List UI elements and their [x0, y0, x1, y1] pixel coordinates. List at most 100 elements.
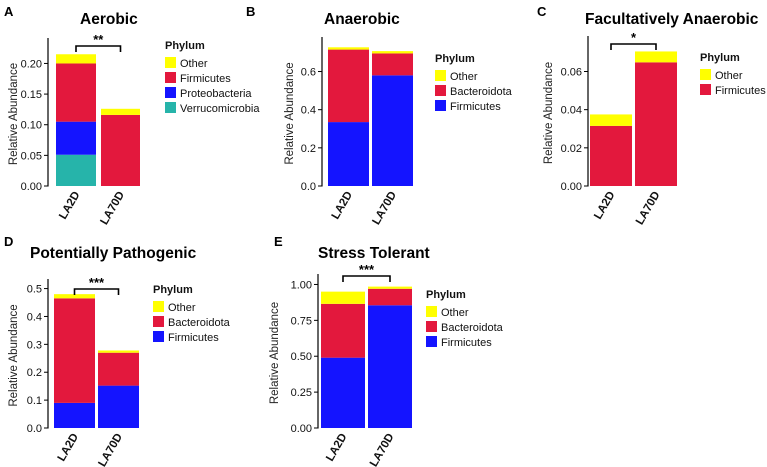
legend-swatch-other — [165, 57, 176, 68]
y-tick-label: 0.04 — [561, 105, 582, 117]
legend: Phylum Other Firmicutes — [700, 52, 766, 97]
legend-label-proteobacteria: Proteobacteria — [180, 88, 252, 100]
y-tick-label: 0.6 — [301, 67, 316, 79]
y-tick-label: 1.00 — [291, 279, 312, 291]
bar-segment-firmicutes-la2d — [56, 63, 96, 122]
legend-label-other: Other — [450, 71, 478, 83]
panel-letter: D — [4, 234, 13, 249]
legend-label-other: Other — [180, 58, 208, 70]
x-tick-label: LA70D — [96, 432, 125, 467]
panel-letter: C — [537, 4, 547, 19]
legend-swatch-firmicutes — [700, 84, 711, 95]
bar-segment-bacteroidota-la2d — [321, 303, 365, 358]
x-tick-label: LA2D — [592, 190, 617, 222]
legend-swatch-firmicutes — [435, 100, 446, 111]
bar-segment-firmicutes-la2d — [321, 357, 365, 428]
legend-swatch-firmicutes — [153, 331, 164, 342]
bar-segment-bacteroidota-la70d — [368, 288, 412, 306]
bar-segment-other-la2d — [321, 291, 365, 304]
y-tick-label: 0.00 — [21, 181, 42, 193]
legend-label-bacteroidota: Bacteroidota — [441, 322, 504, 334]
legend-swatch-firmicutes — [165, 72, 176, 83]
panel-letter: A — [4, 4, 14, 19]
chart-title: Aerobic — [80, 11, 138, 28]
legend-swatch-bacteroidota — [153, 316, 164, 327]
y-tick-label: 0.06 — [561, 66, 582, 78]
x-tick-label: LA2D — [330, 190, 355, 222]
bar-segment-other-la70d — [372, 51, 413, 54]
legend-label-firmicutes: Firmicutes — [441, 337, 492, 349]
y-tick-label: 0.15 — [21, 89, 42, 101]
significance-label: *** — [359, 262, 375, 277]
legend-label-other: Other — [441, 307, 469, 319]
bar-segment-firmicutes-la70d — [635, 62, 677, 187]
legend-label-bacteroidota: Bacteroidota — [450, 86, 513, 98]
legend-title: Phylum — [435, 53, 475, 65]
panel-c: C Facultatively Anaerobic Relative Abundan… — [537, 4, 766, 227]
y-axis-label: Relative Abundance — [8, 304, 20, 406]
bar-segment-firmicutes-la70d — [101, 114, 140, 186]
bar-segment-firmicutes-la70d — [368, 305, 412, 428]
y-tick-label: 0.05 — [21, 150, 42, 162]
y-tick-label: 0.4 — [27, 311, 42, 323]
y-tick-label: 0.1 — [27, 395, 42, 407]
legend-title: Phylum — [426, 289, 466, 301]
bar-segment-bacteroidota-la2d — [328, 49, 369, 123]
legend-swatch-verrucomicrobia — [165, 102, 176, 113]
legend-label-other: Other — [168, 302, 196, 314]
panel-e: E Stress Tolerant Relative Abundance LA2D LA… — [269, 234, 504, 467]
significance-bracket — [610, 43, 657, 50]
y-axis-label: Relative Abundance — [269, 302, 281, 404]
significance-bracket — [75, 45, 122, 52]
y-tick-label: 0.3 — [27, 339, 42, 351]
bar-segment-proteobacteria-la2d — [56, 121, 96, 155]
panel-d: D Potentially Pathogenic Relative Abundanc… — [4, 234, 231, 467]
legend: Phylum Other Bacteroidota Firmicutes — [153, 284, 231, 344]
bar-segment-other-la70d — [368, 286, 412, 289]
legend-swatch-other — [435, 70, 446, 81]
y-tick-label: 0.0 — [301, 181, 316, 193]
legend-label-firmicutes: Firmicutes — [715, 85, 766, 97]
panel-letter: B — [246, 4, 255, 19]
chart-title: Anaerobic — [324, 11, 400, 28]
bar-segment-firmicutes-la2d — [328, 122, 369, 186]
legend-label-bacteroidota: Bacteroidota — [168, 317, 231, 329]
y-tick-label: 0.25 — [291, 387, 312, 399]
bar-segment-other-la2d — [56, 54, 96, 64]
bar-segment-other-la2d — [54, 294, 95, 299]
bar-segment-other-la2d — [328, 47, 369, 50]
legend-title: Phylum — [153, 284, 193, 296]
legend-swatch-bacteroidota — [435, 85, 446, 96]
chart-title: Potentially Pathogenic — [30, 245, 197, 262]
bar-segment-firmicutes-la70d — [372, 75, 413, 186]
legend: Phylum Other Firmicutes Proteobacteria Verru… — [165, 40, 260, 115]
legend-swatch-bacteroidota — [426, 321, 437, 332]
x-tick-label: LA70D — [98, 190, 127, 228]
legend-label-firmicutes: Firmicutes — [180, 73, 231, 85]
bar-segment-firmicutes-la2d — [54, 402, 95, 428]
y-tick-label: 0.4 — [301, 105, 316, 117]
chart-title: Stress Tolerant — [318, 245, 430, 262]
y-tick-label: 0.0 — [27, 423, 42, 435]
x-tick-label: LA70D — [370, 190, 399, 228]
bar-segment-firmicutes-la2d — [590, 125, 632, 186]
y-tick-label: 0.00 — [561, 181, 582, 193]
legend-title: Phylum — [700, 52, 740, 64]
legend: Phylum Other Bacteroidota Firmicutes — [435, 53, 513, 113]
bar-segment-bacteroidota-la2d — [54, 298, 95, 403]
significance-label: * — [631, 30, 637, 45]
significance-bracket — [342, 275, 391, 282]
x-tick-label: LA2D — [57, 190, 82, 222]
legend-label-firmicutes: Firmicutes — [168, 332, 219, 344]
bar-segment-bacteroidota-la70d — [98, 352, 139, 386]
y-tick-label: 0.10 — [21, 120, 42, 132]
y-axis-label: Relative Abundance — [543, 62, 555, 164]
y-axis-label: Relative Abundance — [8, 63, 20, 165]
y-tick-label: 0.5 — [27, 284, 42, 296]
bar-segment-other-la70d — [101, 108, 140, 115]
legend-label-other: Other — [715, 70, 743, 82]
legend-title: Phylum — [165, 40, 205, 52]
chart-title: Facultatively Anaerobic — [585, 11, 759, 28]
legend-swatch-other — [426, 306, 437, 317]
